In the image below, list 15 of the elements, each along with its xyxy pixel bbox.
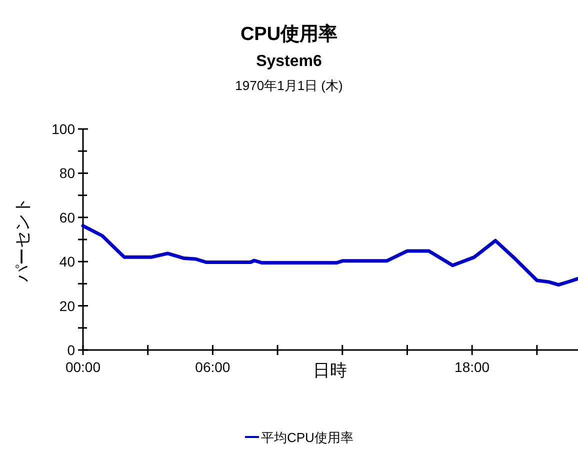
x-tick-label: 00:00 <box>65 359 101 375</box>
y-tick-label: 40 <box>59 254 76 270</box>
chart-subtitle: System6 <box>256 53 322 70</box>
y-tick-label: 80 <box>59 165 76 182</box>
legend: 平均CPU使用率 <box>245 430 354 445</box>
x-tick-label: 18:00 <box>454 359 490 375</box>
y-tick-label: 20 <box>59 298 76 314</box>
y-axis-title: パーセント <box>13 197 32 283</box>
text: 1970年1月1日 (木) <box>235 78 343 93</box>
x-axis-title: 日時 <box>313 361 347 380</box>
y-tick-label: 0 <box>67 342 76 358</box>
x-tick-label: 06:00 <box>195 359 230 375</box>
y-tick-label: 60 <box>59 209 76 226</box>
chart-title: CPU使用率 <box>240 23 338 45</box>
y-tick-label: 100 <box>52 121 76 137</box>
